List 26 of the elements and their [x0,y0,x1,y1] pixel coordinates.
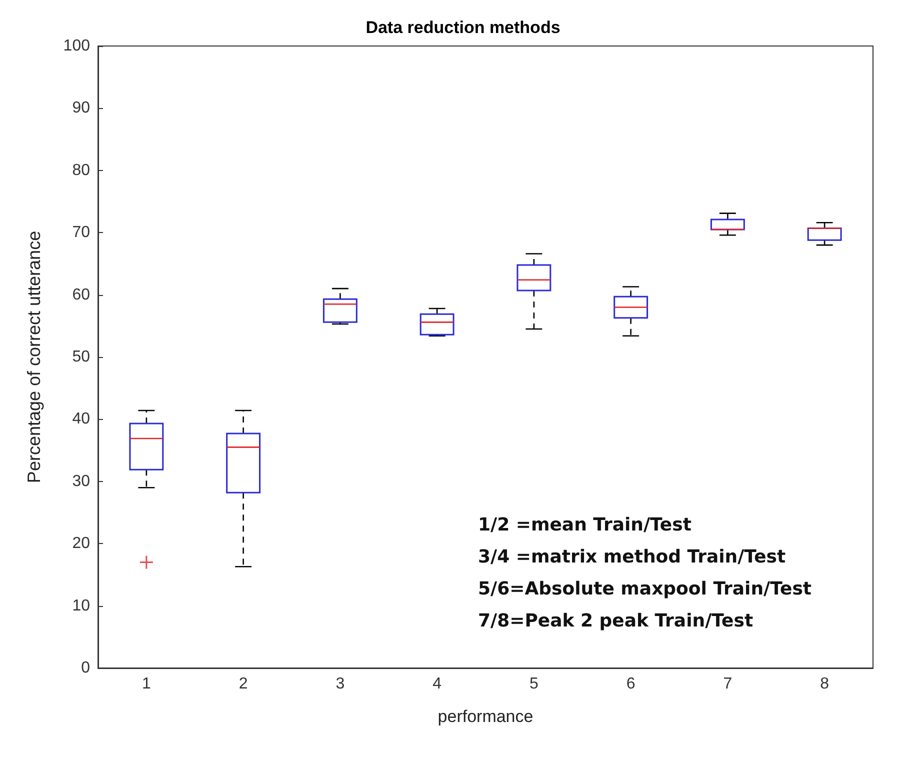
x-axis-title: performance [438,707,534,726]
x-tick-label: 5 [529,676,538,692]
y-tick-label: 30 [72,472,90,490]
y-tick-label: 70 [72,224,90,242]
y-tick-label: 40 [72,410,90,428]
chart-title: Data reduction methods [366,18,560,37]
y-tick-label: 50 [72,348,90,366]
y-tick-label: 90 [72,100,90,117]
x-tick-label: 6 [626,676,636,692]
annotation: 5/6=Absolute maxpool Train/Test [478,578,812,600]
y-tick-label: 0 [81,660,90,676]
y-tick-label: 20 [72,535,90,552]
x-tick-label: 4 [432,676,442,692]
y-tick-label: 80 [72,162,90,179]
annotation: 7/8=Peak 2 peak Train/Test [478,610,754,632]
x-tick-label: 3 [336,676,345,692]
annotation: 1/2 =mean Train/Test [478,514,692,536]
x-tick-label: 8 [820,676,830,692]
y-tick-label: 60 [72,286,90,304]
x-tick-label: 7 [723,676,732,692]
y-axis-title: Percentage of correct utterance [24,230,44,484]
y-tick-label: 10 [72,597,90,614]
x-tick-label: 2 [238,676,248,692]
y-tick-label: 100 [63,38,90,54]
x-tick-label: 1 [142,676,151,692]
annotation: 3/4 =matrix method Train/Test [478,546,786,568]
